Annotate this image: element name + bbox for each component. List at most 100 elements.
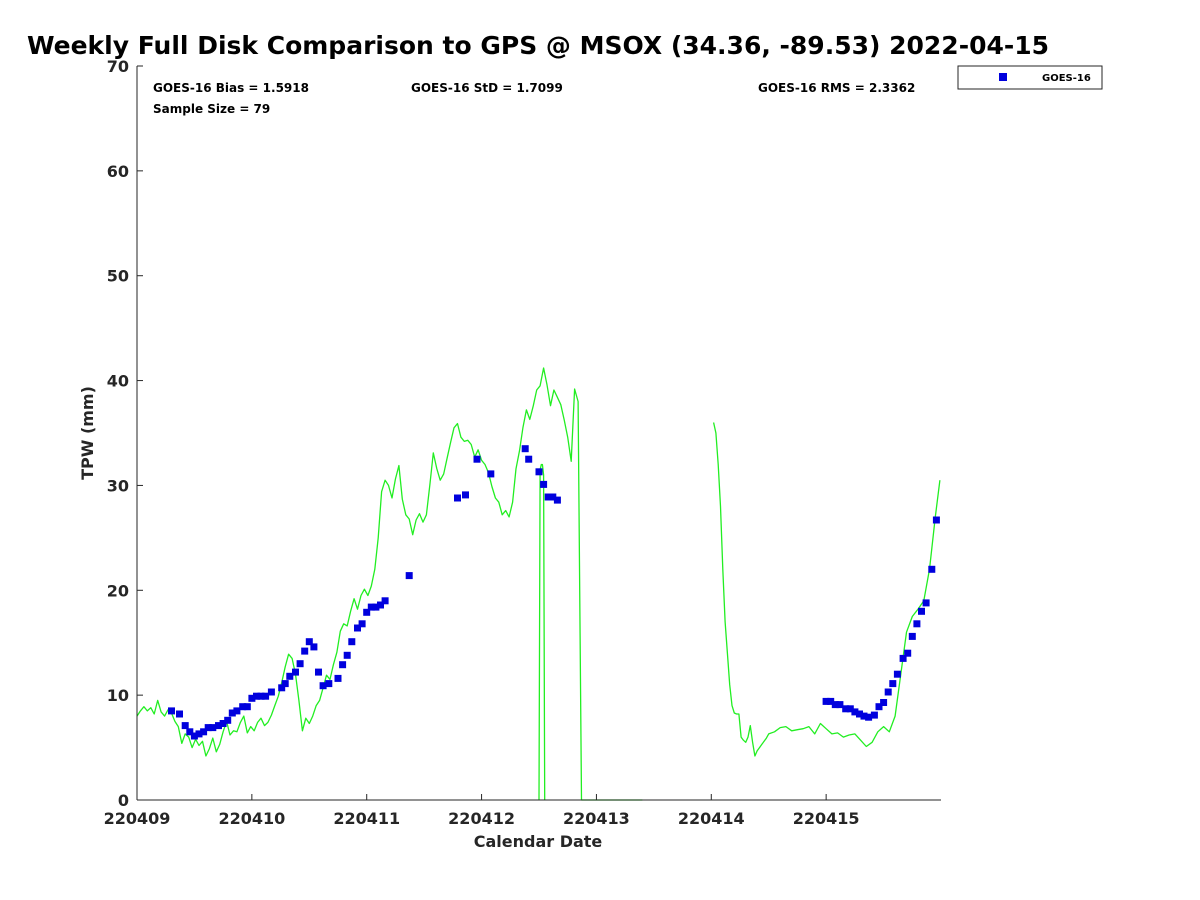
goes-16-point <box>334 674 342 682</box>
goes-16-point <box>209 724 217 732</box>
goes-16-point <box>358 620 366 628</box>
goes-16-point <box>301 647 309 655</box>
goes-16-point <box>262 692 270 700</box>
legend-label-goes-16: GOES-16 <box>1042 73 1091 84</box>
goes-16-point <box>473 455 481 463</box>
goes-16-point <box>880 699 888 706</box>
plot-area <box>136 367 941 801</box>
goes-16-point <box>856 710 863 718</box>
goes-16-point <box>851 708 859 716</box>
goes-16-point <box>521 445 529 453</box>
goes-16-point <box>405 572 413 580</box>
legend: GOES-16 <box>957 65 1103 90</box>
goes-16-point <box>860 712 868 720</box>
y-tick-label: 30 <box>107 476 129 495</box>
goes-16-point <box>487 470 495 478</box>
goes-16-point <box>253 692 260 700</box>
y-tick-label: 50 <box>107 267 129 286</box>
goes-16-point <box>865 713 873 721</box>
goes-16-point <box>176 710 183 718</box>
goes-16-point <box>204 724 212 732</box>
y-tick-label: 0 <box>118 791 129 810</box>
gps-tpw-line <box>136 367 643 801</box>
y-axis-label: TPW (mm) <box>78 386 97 480</box>
bias-stat: GOES-16 Bias = 1.5918 <box>153 81 309 95</box>
goes-16-point <box>884 688 892 696</box>
goes-16-point <box>875 703 883 711</box>
goes-16-point <box>525 455 533 463</box>
goes-16-point <box>928 565 936 573</box>
goes-16-point <box>200 728 208 736</box>
std-stat: GOES-16 StD = 1.7099 <box>411 81 563 95</box>
goes-16-point <box>325 680 333 688</box>
goes-16-point <box>195 730 203 738</box>
goes-16-point <box>248 694 256 702</box>
gps-tpw-line <box>538 463 546 801</box>
goes-16-point <box>922 599 930 607</box>
goes-16-point <box>186 728 194 736</box>
goes-16-point <box>822 697 830 705</box>
goes-16-point <box>462 491 469 499</box>
y-tick-label: 40 <box>107 372 129 391</box>
x-tick-label: 220410 <box>218 809 285 828</box>
y-tick-label: 70 <box>107 57 129 76</box>
goes-16-point <box>281 680 289 688</box>
goes-16-point <box>908 632 916 640</box>
goes-16-point <box>367 603 375 611</box>
goes-16-point <box>215 722 222 730</box>
goes-16-point <box>846 705 854 713</box>
goes-16-point <box>257 692 265 700</box>
x-ticks: 220409 220410 220411 220412 220413 220414 2204… <box>104 794 860 828</box>
goes-16-point <box>372 603 380 611</box>
goes-16-point <box>343 651 351 659</box>
goes-16-point <box>286 672 294 680</box>
sample-size-stat: Sample Size = 79 <box>153 102 270 116</box>
goes-16-point <box>168 707 175 715</box>
goes-16-point <box>535 468 543 476</box>
goes-16-point <box>348 638 356 646</box>
goes-16-point <box>243 703 251 711</box>
goes-16-point <box>363 608 371 616</box>
goes-16-point <box>544 493 552 501</box>
x-axis-label: Calendar Date <box>474 832 603 851</box>
chart-title: Weekly Full Disk Comparison to GPS @ MSO… <box>27 31 1049 60</box>
x-tick-label: 220411 <box>333 809 400 828</box>
goes-16-point <box>889 680 897 688</box>
goes-16-point <box>836 701 844 709</box>
x-tick-label: 220414 <box>678 809 745 828</box>
goes-16-point <box>296 660 304 668</box>
goes-16-point <box>267 688 275 696</box>
goes-16-point <box>899 654 907 662</box>
y-tick-label: 10 <box>107 686 129 705</box>
goes-16-point <box>904 649 912 657</box>
goes-16-point <box>219 720 227 727</box>
y-tick-label: 60 <box>107 162 129 181</box>
x-tick-label: 220413 <box>563 809 630 828</box>
goes-16-point <box>278 684 286 692</box>
rms-stat: GOES-16 RMS = 2.3362 <box>758 81 915 95</box>
x-tick-label: 220412 <box>448 809 515 828</box>
gps-tpw-line <box>712 422 941 757</box>
y-tick-label: 20 <box>107 581 129 600</box>
goes-16-point <box>377 601 384 609</box>
goes-16-point <box>827 697 835 705</box>
goes-16-point <box>831 701 839 709</box>
goes-16-point <box>224 716 232 724</box>
goes-16-point <box>181 722 189 730</box>
goes-16-point <box>292 668 299 676</box>
goes-16-point <box>842 705 850 713</box>
goes-16-point <box>190 732 198 740</box>
goes-16-point <box>310 643 318 651</box>
goes-16-point <box>932 516 940 524</box>
goes-16-point <box>540 480 548 488</box>
y-ticks: 0 10 20 30 40 50 60 70 <box>107 57 143 810</box>
goes-16-point <box>305 638 313 646</box>
goes-16-point <box>553 496 561 504</box>
goes-16-point <box>893 670 901 678</box>
goes-16-point <box>319 682 327 690</box>
goes-16-point <box>339 661 347 669</box>
legend-marker-goes-16 <box>999 73 1007 81</box>
goes-16-point <box>315 668 322 676</box>
goes-16-point <box>870 711 878 719</box>
goes-16-point <box>454 494 461 502</box>
